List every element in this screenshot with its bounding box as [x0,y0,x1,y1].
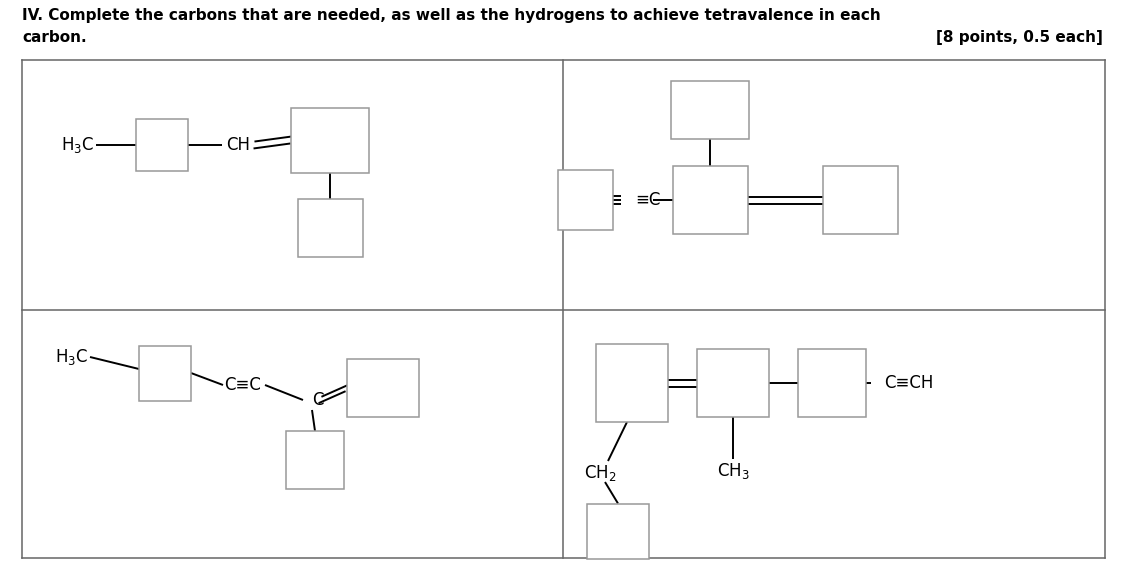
Text: C≡C: C≡C [224,376,261,394]
Text: C: C [312,391,324,409]
Bar [286,431,344,489]
Text: carbon.: carbon. [22,30,86,45]
Text: CH: CH [226,136,250,154]
Bar [557,170,612,230]
Text: [8 points, 0.5 each]: [8 points, 0.5 each] [936,30,1103,45]
Bar [798,349,867,417]
Bar [587,503,649,558]
Text: IV. Complete the carbons that are needed, as well as the hydrogens to achieve te: IV. Complete the carbons that are needed… [22,8,881,23]
Text: ≡C: ≡C [634,191,660,209]
Bar [823,166,898,234]
Bar [673,166,748,234]
Bar [596,344,668,422]
Text: C≡CH: C≡CH [884,374,934,392]
Bar [671,81,749,139]
Bar [136,119,188,171]
Text: H$_3$C: H$_3$C [55,347,89,367]
Text: CH$_2$: CH$_2$ [584,463,617,483]
Bar [291,108,369,172]
Bar [297,199,362,257]
Text: CH$_3$: CH$_3$ [716,461,749,481]
Bar [139,345,191,400]
Text: H$_3$C: H$_3$C [62,135,94,155]
Bar [348,359,419,417]
Bar [697,349,769,417]
